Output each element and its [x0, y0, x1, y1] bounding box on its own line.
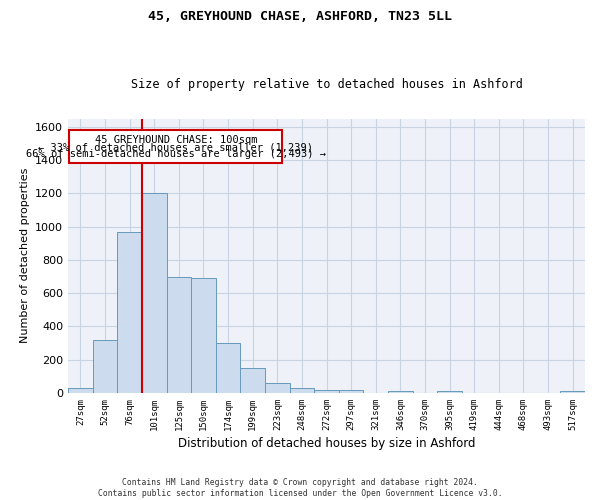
Text: 45, GREYHOUND CHASE, ASHFORD, TN23 5LL: 45, GREYHOUND CHASE, ASHFORD, TN23 5LL — [148, 10, 452, 23]
Bar — [290, 388, 314, 393]
Bar — [167, 276, 191, 393]
X-axis label: Distribution of detached houses by size in Ashford: Distribution of detached houses by size … — [178, 437, 475, 450]
Y-axis label: Number of detached properties: Number of detached properties — [20, 168, 29, 344]
Bar — [191, 278, 216, 393]
Bar — [314, 390, 339, 393]
Bar — [560, 392, 585, 393]
Bar — [216, 343, 241, 393]
Bar — [142, 194, 167, 393]
Bar — [118, 232, 142, 393]
Bar — [437, 392, 462, 393]
Text: 66% of semi-detached houses are larger (2,493) →: 66% of semi-detached houses are larger (… — [26, 150, 326, 160]
Text: Contains HM Land Registry data © Crown copyright and database right 2024.
Contai: Contains HM Land Registry data © Crown c… — [98, 478, 502, 498]
Bar — [339, 390, 364, 393]
Bar — [68, 388, 93, 393]
Bar — [388, 392, 413, 393]
Text: ← 33% of detached houses are smaller (1,239): ← 33% of detached houses are smaller (1,… — [38, 142, 313, 152]
Bar — [241, 368, 265, 393]
Title: Size of property relative to detached houses in Ashford: Size of property relative to detached ho… — [131, 78, 523, 91]
Bar — [265, 383, 290, 393]
Text: 45 GREYHOUND CHASE: 100sqm: 45 GREYHOUND CHASE: 100sqm — [95, 135, 257, 145]
Bar — [93, 340, 118, 393]
Bar — [70, 130, 282, 162]
